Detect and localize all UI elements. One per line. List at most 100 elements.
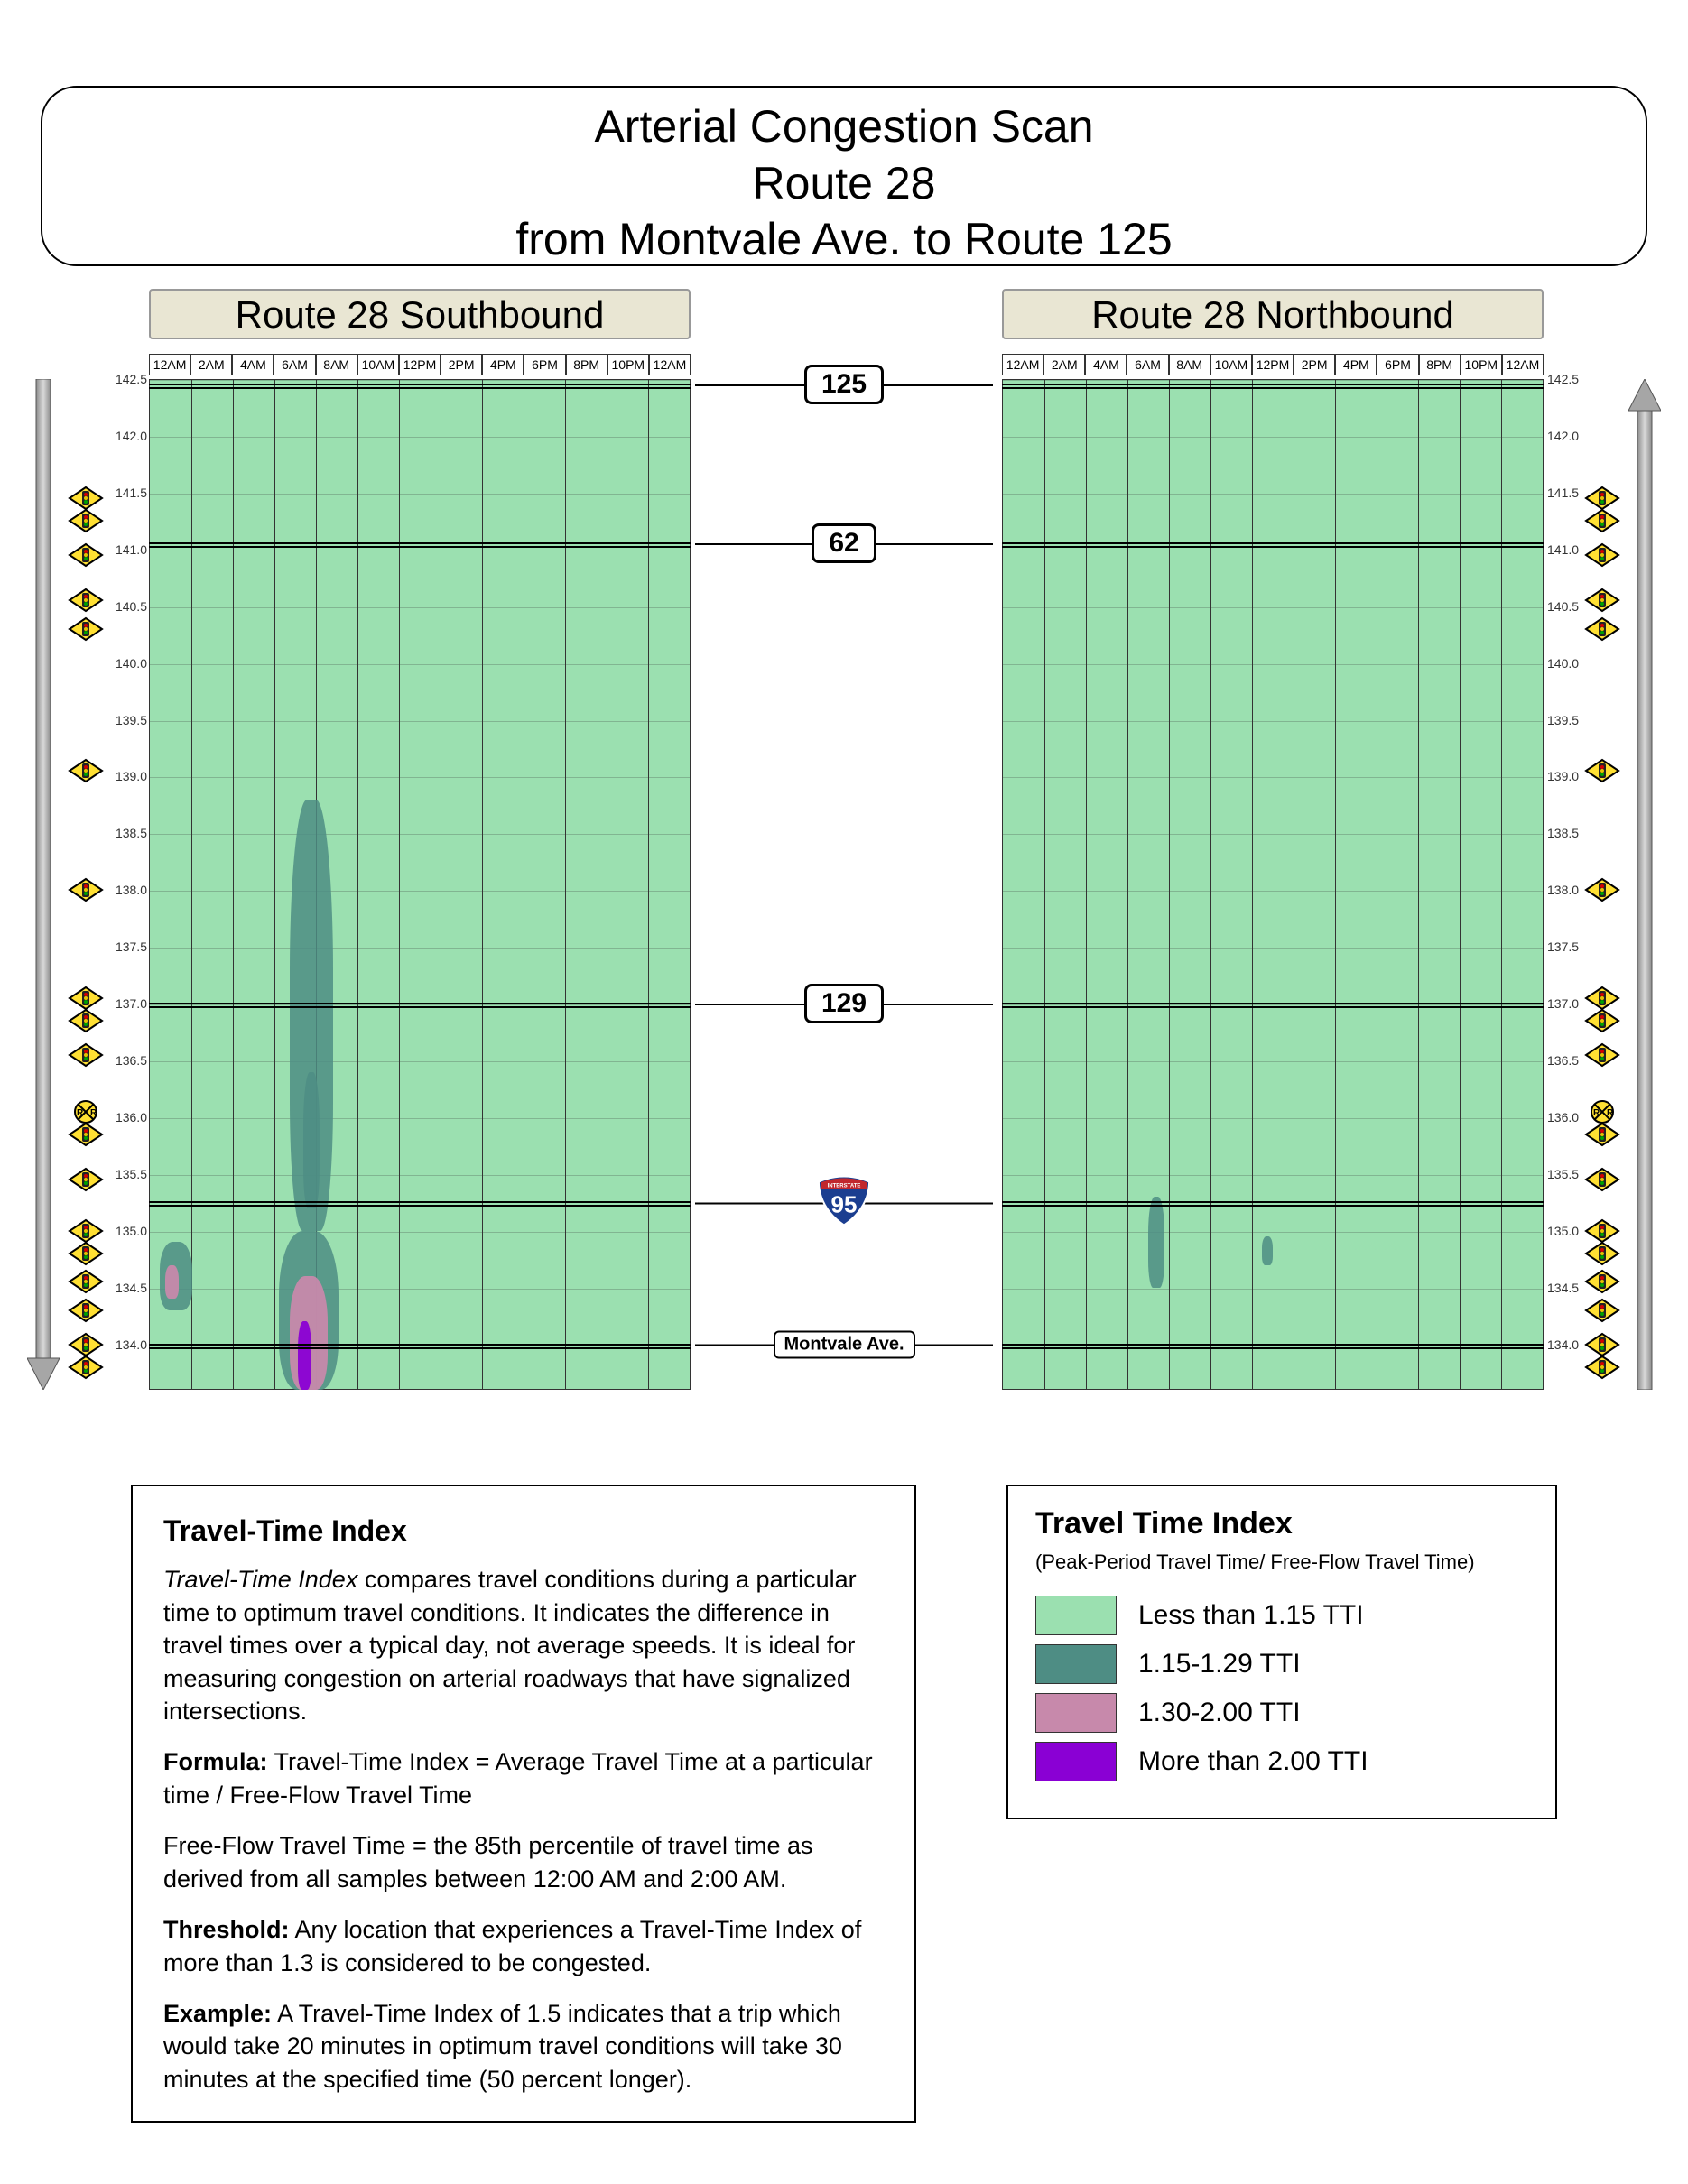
traffic-signal-icon [1584, 616, 1620, 642]
traffic-signal-icon [68, 616, 104, 642]
traffic-signal-icon [68, 1298, 104, 1323]
info-formula-text: Travel-Time Index = Average Travel Time … [163, 1748, 873, 1808]
heatmap-bg [1002, 379, 1544, 1390]
time-axis-label: 6AM [274, 354, 315, 375]
heatmap-northbound: 12AM2AM4AM6AM8AM10AM12PM2PM4PM6PM8PM10PM… [1002, 379, 1544, 1390]
street-label: Montvale Ave. [774, 1330, 915, 1358]
heatmap-southbound: 12AM2AM4AM6AM8AM10AM12PM2PM4PM6PM8PM10PM… [149, 379, 691, 1390]
y-axis-tick: 137.0 [1547, 997, 1601, 1010]
cross-street-line [149, 546, 691, 548]
time-axis-label: 2AM [190, 354, 232, 375]
time-axis-label: 8PM [1419, 354, 1461, 375]
traffic-signal-icon [68, 1008, 104, 1033]
legend-row: Less than 1.15 TTI [1035, 1596, 1528, 1635]
legend-subheading: (Peak-Period Travel Time/ Free-Flow Trav… [1035, 1550, 1528, 1574]
time-axis-label: 8AM [316, 354, 357, 375]
y-axis-tick: 138.5 [93, 827, 147, 839]
y-axis-tick: 137.5 [93, 940, 147, 953]
info-p1-term: Travel-Time Index [163, 1566, 357, 1593]
legend-row: 1.30-2.00 TTI [1035, 1693, 1528, 1733]
y-axis-tick: 135.0 [93, 1225, 147, 1237]
time-axis-label: 12PM [399, 354, 441, 375]
southbound-arrow [27, 379, 60, 1390]
time-axis-label: 10AM [357, 354, 399, 375]
y-axis-tick: 135.5 [93, 1168, 147, 1180]
y-axis-tick: 139.0 [1547, 770, 1601, 782]
svg-text:R: R [1607, 1108, 1614, 1118]
y-axis-tick: 139.5 [1547, 714, 1601, 726]
y-axis-tick: 134.5 [93, 1282, 147, 1294]
info-ff: Free-Flow Travel Time = the 85th percent… [163, 1829, 884, 1895]
route-marker: 129 [695, 984, 993, 1023]
route-number-badge: 129 [804, 984, 884, 1023]
legend-row: More than 2.00 TTI [1035, 1742, 1528, 1781]
time-axis-label: 4AM [1085, 354, 1127, 375]
time-axis-label: 4PM [482, 354, 524, 375]
time-axis-label: 10PM [607, 354, 649, 375]
legend-label: 1.15-1.29 TTI [1138, 1649, 1301, 1680]
cross-street-line [1002, 1205, 1544, 1207]
legend-row: 1.15-1.29 TTI [1035, 1644, 1528, 1684]
time-axis-label: 12PM [1252, 354, 1294, 375]
traffic-signal-icon [1584, 1298, 1620, 1323]
info-example: Example: A Travel-Time Index of 1.5 indi… [163, 1997, 884, 2096]
cross-street-line [1002, 546, 1544, 548]
info-formula-label: Formula: [163, 1748, 268, 1775]
legend-swatch [1035, 1742, 1117, 1781]
heatmap-bg [149, 379, 691, 1390]
y-axis-tick: 137.5 [1547, 940, 1601, 953]
legend-items: Less than 1.15 TTI 1.15-1.29 TTI 1.30-2.00… [1035, 1596, 1528, 1781]
traffic-signal-icon [1584, 1241, 1620, 1266]
y-axis-tick: 141.5 [93, 486, 147, 499]
time-axis-label: 2PM [1294, 354, 1335, 375]
traffic-signal-icon [68, 1122, 104, 1147]
y-axis-tick: 138.0 [1547, 884, 1601, 896]
time-axis-label: 12AM [149, 354, 190, 375]
y-axis-tick: 141.0 [93, 543, 147, 556]
title-line-1: Arterial Congestion Scan [42, 98, 1646, 155]
legend-label: More than 2.00 TTI [1138, 1746, 1368, 1777]
traffic-signal-icon [68, 508, 104, 533]
info-example-label: Example: [163, 2000, 272, 2027]
cross-street-line [1002, 542, 1544, 544]
y-axis-tick: 142.5 [93, 373, 147, 385]
y-axis-tick: 138.5 [1547, 827, 1601, 839]
legend-swatch [1035, 1596, 1117, 1635]
route-number-badge: 125 [804, 365, 884, 404]
y-axis-tick: 140.0 [1547, 657, 1601, 670]
route-marker: 62 [695, 523, 993, 563]
y-axis-tick: 140.5 [93, 600, 147, 613]
route-marker: INTERSTATE 95 [695, 1171, 993, 1234]
cross-street-line [149, 384, 691, 385]
cross-street-line [149, 1003, 691, 1004]
svg-text:R: R [77, 1108, 84, 1118]
y-axis-tick: 142.0 [1547, 430, 1601, 442]
y-axis-tick: 141.5 [1547, 486, 1601, 499]
y-axis-tick: 134.0 [93, 1338, 147, 1351]
y-axis-tick: 135.5 [1547, 1168, 1601, 1180]
cross-street-line [1002, 384, 1544, 385]
northbound-arrow [1628, 379, 1661, 1390]
legend-heading: Travel Time Index [1035, 1506, 1528, 1541]
info-threshold-label: Threshold: [163, 1916, 290, 1943]
time-axis-label: 2PM [441, 354, 482, 375]
y-axis-tick: 135.0 [1547, 1225, 1601, 1237]
info-heading: Travel-Time Index [163, 1512, 884, 1550]
y-axis-tick: 137.0 [93, 997, 147, 1010]
time-axis-label: 10AM [1210, 354, 1252, 375]
legend-swatch [1035, 1693, 1117, 1733]
time-axis-label: 6AM [1127, 354, 1168, 375]
y-axis-tick: 140.5 [1547, 600, 1601, 613]
y-axis-tick: 134.0 [1547, 1338, 1601, 1351]
y-axis-tick: 134.5 [1547, 1282, 1601, 1294]
traffic-signal-icon [68, 1241, 104, 1266]
y-axis-tick: 139.0 [93, 770, 147, 782]
y-axis-tick: 136.5 [1547, 1054, 1601, 1067]
legend-label: Less than 1.15 TTI [1138, 1600, 1364, 1631]
cross-street-line [1002, 1003, 1544, 1004]
cross-street-line [1002, 1347, 1544, 1349]
cross-street-line [149, 1006, 691, 1008]
cross-street-line [149, 1201, 691, 1203]
info-p1: Travel-Time Index compares travel condit… [163, 1563, 884, 1727]
info-box: Travel-Time Index Travel-Time Index comp… [131, 1485, 916, 2123]
